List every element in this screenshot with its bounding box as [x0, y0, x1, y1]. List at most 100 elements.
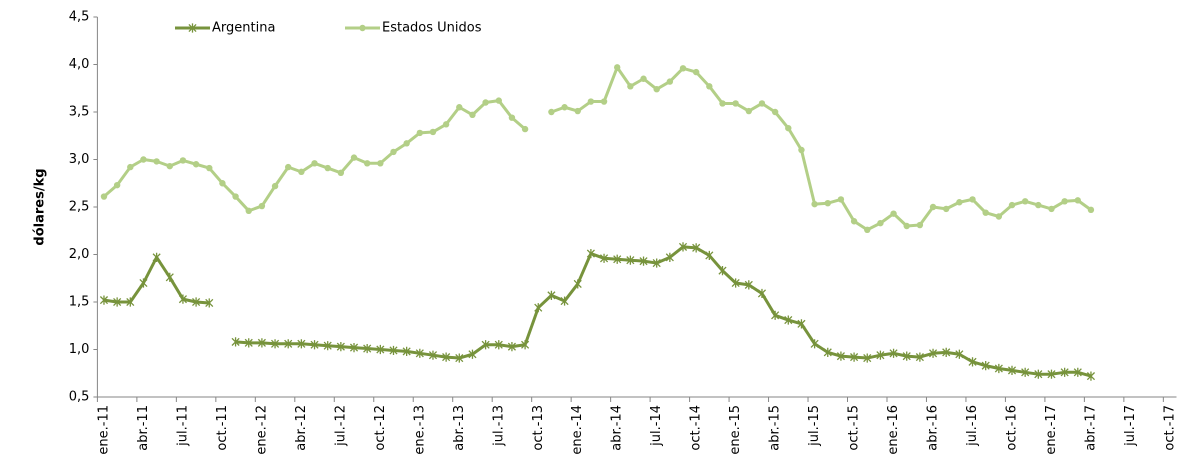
- data-point: [547, 290, 556, 300]
- x-tick-label: jul.-12: [333, 405, 348, 447]
- x-tick-label: ene.-13: [412, 405, 427, 455]
- data-point: [982, 209, 989, 216]
- x-tick-label: ene.-12: [254, 405, 269, 455]
- data-point: [244, 338, 253, 348]
- legend-label: Argentina: [212, 21, 275, 36]
- y-tick-label: 3,0: [69, 152, 90, 167]
- x-tick-label: ene.-11: [96, 405, 111, 455]
- data-point: [627, 83, 634, 90]
- data-point: [653, 86, 660, 93]
- data-point: [889, 348, 898, 358]
- data-point: [337, 169, 345, 176]
- data-point: [665, 252, 674, 262]
- y-tick-label: 2,5: [69, 200, 90, 215]
- data-point: [245, 207, 252, 214]
- data-point: [890, 210, 897, 217]
- x-tick-label: jul.-14: [649, 405, 664, 447]
- data-point: [359, 24, 366, 32]
- data-point: [1008, 201, 1016, 209]
- data-point: [1060, 367, 1069, 377]
- data-point: [811, 200, 818, 208]
- data-point: [455, 353, 464, 363]
- x-tick-label: ene.-17: [1044, 405, 1059, 455]
- data-point: [534, 303, 543, 313]
- data-point: [508, 114, 516, 121]
- y-axis-label: dólares/kg: [33, 168, 48, 245]
- data-point: [666, 78, 674, 85]
- data-point: [113, 181, 121, 189]
- data-point: [614, 64, 621, 71]
- data-point: [521, 125, 529, 133]
- data-point: [981, 361, 990, 371]
- data-point: [824, 200, 831, 207]
- data-point: [1007, 365, 1017, 375]
- data-point: [1034, 369, 1043, 379]
- x-tick-label: abr.-17: [1083, 405, 1098, 451]
- data-point: [771, 108, 779, 116]
- data-point: [192, 297, 201, 307]
- data-point: [652, 258, 661, 268]
- x-tick-label: ene.-14: [570, 405, 585, 455]
- data-point: [285, 163, 292, 171]
- data-point: [586, 248, 595, 259]
- data-point: [573, 279, 582, 289]
- data-point: [599, 253, 609, 263]
- x-tick-label: oct.-16: [1005, 405, 1020, 451]
- data-point: [350, 154, 358, 161]
- data-point: [166, 162, 173, 170]
- data-point: [1061, 198, 1068, 205]
- data-point: [178, 294, 187, 304]
- data-point: [1073, 367, 1082, 377]
- data-point: [771, 310, 780, 320]
- data-point: [561, 104, 568, 111]
- data-point: [494, 340, 503, 350]
- data-point: [942, 347, 951, 357]
- data-point: [482, 99, 489, 106]
- data-point: [188, 23, 197, 33]
- data-point: [639, 256, 648, 266]
- data-point: [810, 339, 819, 349]
- data-point: [165, 272, 174, 282]
- data-point: [640, 75, 647, 82]
- data-point: [692, 68, 700, 76]
- data-point: [416, 129, 424, 137]
- x-tick-label: abr.-16: [926, 405, 941, 451]
- data-point: [113, 297, 122, 307]
- data-point: [1047, 369, 1056, 379]
- data-point: [757, 288, 767, 299]
- data-point: [403, 140, 410, 147]
- data-point: [1086, 371, 1096, 381]
- x-tick-label: jul.-16: [965, 405, 980, 447]
- data-point: [1087, 206, 1095, 214]
- data-point: [349, 343, 359, 353]
- data-point: [850, 218, 858, 225]
- y-tick-label: 4,5: [69, 10, 90, 25]
- data-point: [877, 219, 884, 227]
- data-point: [705, 250, 714, 261]
- data-point: [415, 348, 424, 358]
- legend-label: Estados Unidos: [382, 21, 482, 36]
- data-point: [456, 104, 463, 111]
- data-point: [179, 157, 187, 164]
- data-point: [915, 352, 924, 362]
- y-tick-label: 0,5: [69, 390, 90, 405]
- data-point: [928, 348, 938, 358]
- data-point: [428, 350, 438, 360]
- data-point: [600, 98, 608, 105]
- data-point: [258, 202, 266, 210]
- data-point: [468, 349, 477, 359]
- data-point: [363, 343, 372, 354]
- data-point: [219, 180, 226, 187]
- data-point: [837, 196, 845, 203]
- data-point: [929, 203, 937, 211]
- data-point: [311, 160, 318, 167]
- series-line: [102, 65, 1092, 232]
- data-point: [706, 83, 713, 90]
- data-point: [784, 315, 793, 325]
- x-tick-label: oct.-14: [689, 405, 704, 451]
- data-point: [376, 344, 385, 355]
- x-tick-label: abr.-11: [136, 405, 151, 451]
- data-point: [310, 340, 319, 350]
- data-point: [732, 100, 739, 107]
